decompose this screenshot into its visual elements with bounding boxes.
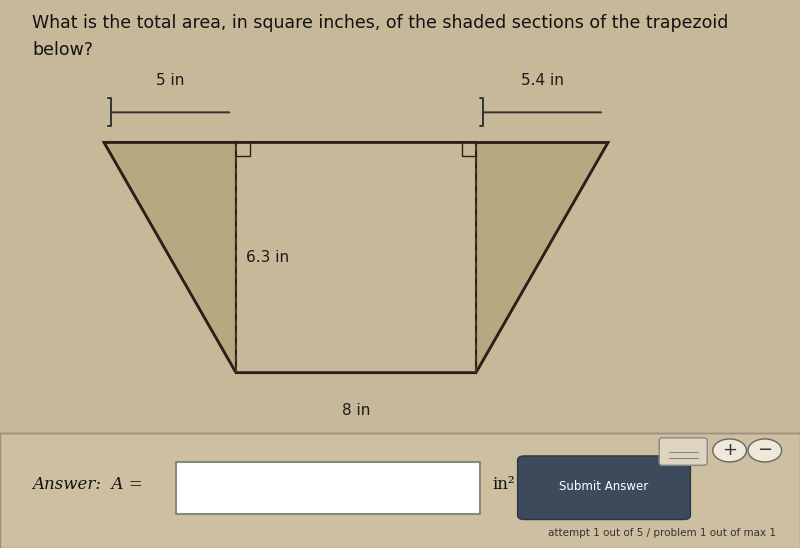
Text: −: − [758,442,772,459]
Text: What is the total area, in square inches, of the shaded sections of the trapezoi: What is the total area, in square inches… [32,14,728,32]
Text: 6.3 in: 6.3 in [246,250,289,265]
Text: 5.4 in: 5.4 in [521,73,563,88]
FancyBboxPatch shape [518,456,690,520]
FancyBboxPatch shape [659,438,707,465]
Circle shape [748,439,782,462]
Text: in²: in² [492,476,514,494]
Text: Answer:  A =: Answer: A = [32,476,142,494]
Circle shape [713,439,746,462]
Text: 8 in: 8 in [342,403,370,418]
Text: attempt 1 out of 5 / problem 1 out of max 1: attempt 1 out of 5 / problem 1 out of ma… [548,528,776,538]
Polygon shape [476,142,608,373]
Text: 5 in: 5 in [156,73,184,88]
Text: Submit Answer: Submit Answer [559,480,649,493]
Polygon shape [236,142,476,373]
Text: below?: below? [32,41,93,59]
FancyBboxPatch shape [0,433,800,548]
FancyBboxPatch shape [176,462,480,514]
Text: +: + [722,442,737,459]
Polygon shape [104,142,236,373]
